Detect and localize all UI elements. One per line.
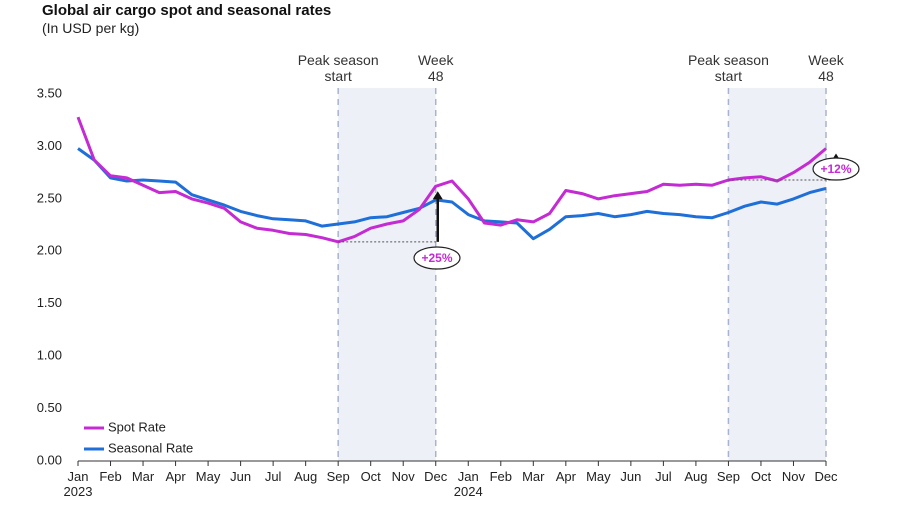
x-tick-label: Jul [264, 469, 282, 484]
x-tick-label: Mar [131, 469, 155, 484]
annotation-label: Week 48 [808, 52, 844, 84]
x-tick-label: Mar [522, 469, 545, 484]
x-tick-label: Sep [716, 469, 740, 484]
annotation-label: Peak season start [297, 52, 379, 84]
y-tick-label: 0.00 [37, 452, 62, 467]
x-tick-label: Nov [781, 469, 806, 484]
x-tick-label: Jun [620, 469, 642, 484]
peak-season-band [728, 88, 826, 461]
y-tick-label: 2.50 [37, 190, 62, 205]
x-tick-label: Jul [655, 469, 672, 484]
legend-label: Seasonal Rate [108, 440, 193, 455]
x-tick-label: Aug [684, 469, 708, 484]
y-tick-label: 1.50 [37, 295, 62, 310]
change-oval [812, 157, 860, 181]
x-tick-label: Jan 2024 [453, 469, 483, 499]
x-tick-label: Aug [294, 469, 318, 484]
x-tick-label: Dec [424, 469, 448, 484]
change-label: +25% [421, 251, 452, 265]
y-tick-label: 3.50 [37, 85, 62, 100]
x-tick-label: Apr [555, 469, 576, 484]
x-tick-label: Oct [360, 469, 381, 484]
change-arrowhead [432, 191, 443, 200]
x-tick-label: May [195, 469, 221, 484]
series-line [76, 116, 827, 244]
y-tick-label: 3.00 [37, 138, 62, 153]
peak-season-band [338, 88, 436, 461]
annotation-label: Week 48 [417, 52, 454, 84]
x-tick-label: Jun [230, 469, 252, 484]
y-tick-label: 2.00 [37, 243, 62, 258]
x-tick-label: Feb [489, 469, 512, 484]
annotation-label: Peak season start [687, 52, 769, 84]
change-oval [413, 246, 461, 270]
x-tick-label: Nov [391, 469, 415, 484]
legend-label: Spot Rate [108, 419, 166, 434]
y-tick-label: 0.50 [37, 400, 62, 415]
x-tick-label: Dec [814, 469, 838, 484]
chart-subtitle: (In USD per kg) [42, 20, 140, 36]
y-tick-label: 1.00 [37, 348, 62, 363]
x-tick-label: Apr [165, 469, 186, 484]
change-label: +12% [820, 162, 851, 176]
x-tick-label: Feb [99, 469, 122, 484]
x-tick-label: Jan 2023 [63, 469, 93, 499]
x-tick-label: May [586, 469, 611, 484]
series-line [77, 147, 827, 241]
x-tick-label: Sep [326, 469, 350, 484]
chart-title: Global air cargo spot and seasonal rates [42, 2, 332, 19]
x-tick-label: Oct [750, 469, 772, 484]
